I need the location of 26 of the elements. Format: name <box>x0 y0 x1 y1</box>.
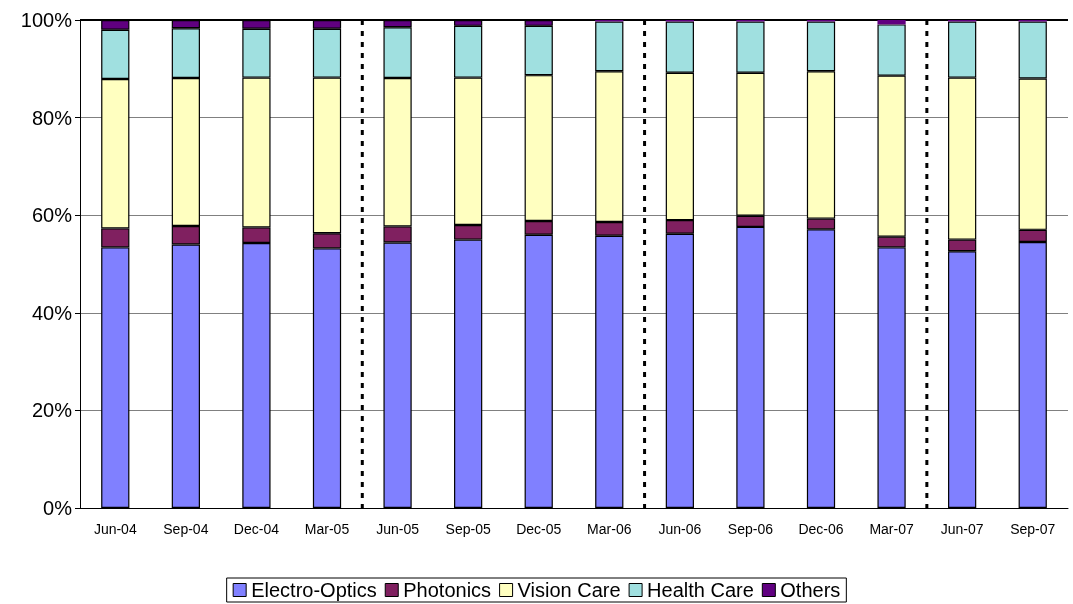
x-tick-label: Dec-05 <box>516 521 562 537</box>
x-tick-label: Jun-07 <box>940 521 984 537</box>
x-tick-label: Sep-06 <box>727 521 774 537</box>
x-tick-label: Mar-06 <box>587 521 632 537</box>
x-tick-label: Jun-04 <box>93 521 137 537</box>
x-tick-label: Jun-06 <box>658 521 702 537</box>
y-tick-label: 80% <box>31 106 73 129</box>
y-tick-label: 0% <box>43 497 73 519</box>
y-tick-label: 40% <box>31 301 73 324</box>
legend-label: Electro-Optics <box>251 579 377 601</box>
x-tick-label: Mar-05 <box>304 521 350 537</box>
y-tick-label: 60% <box>31 204 73 227</box>
x-tick-label: Sep-07 <box>1010 521 1056 537</box>
y-tick-label: 100% <box>20 9 73 31</box>
x-tick-label: Jun-05 <box>376 521 420 537</box>
legend-label: Others <box>780 579 841 601</box>
x-tick-label: Dec-04 <box>233 521 280 537</box>
bar <box>877 20 906 25</box>
legend-label: Vision Care <box>517 579 621 601</box>
x-tick-label: Mar-07 <box>869 521 914 537</box>
legend-label: Health Care <box>647 579 754 601</box>
x-tick-label: Sep-04 <box>163 521 209 537</box>
legend-label: Photonics <box>403 579 492 601</box>
x-tick-label: Dec-06 <box>798 521 844 537</box>
y-tick-label: 20% <box>31 399 73 422</box>
x-tick-label: Sep-05 <box>445 521 491 537</box>
